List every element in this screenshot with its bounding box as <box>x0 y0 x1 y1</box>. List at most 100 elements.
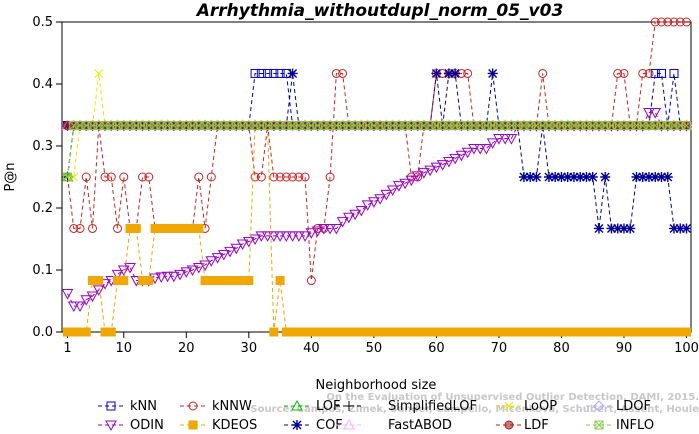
data-point <box>106 327 116 337</box>
series-line-lof <box>67 125 687 178</box>
legend-label: COF <box>316 418 343 433</box>
data-point <box>92 285 105 296</box>
legend-swatch-marker <box>106 401 116 411</box>
data-point <box>61 289 74 300</box>
x-axis-label: Neighborhood size <box>316 378 437 393</box>
legend-item-kdeos: KDEOS <box>180 418 257 433</box>
legend-swatch-marker <box>504 420 514 430</box>
data-point <box>269 68 279 78</box>
x-tick-label: 10 <box>115 341 132 356</box>
data-point <box>562 172 573 182</box>
legend-label: ODIN <box>130 418 164 433</box>
watermark-line-1: On the Evaluation of Unsupervised Outlie… <box>326 392 699 403</box>
data-point <box>263 68 273 78</box>
data-point <box>269 327 279 337</box>
legend-item-inflo: INFLO <box>586 418 654 433</box>
data-point <box>275 172 285 182</box>
data-point <box>643 172 654 182</box>
data-point <box>94 69 104 78</box>
legend-swatch-marker <box>504 401 514 411</box>
y-tick-label: 0.2 <box>32 201 53 216</box>
data-point <box>67 301 80 312</box>
data-point <box>244 276 254 286</box>
data-point <box>281 172 291 182</box>
series-kdeos <box>63 121 691 337</box>
data-point <box>675 223 686 234</box>
data-point <box>587 172 598 182</box>
data-point <box>568 172 579 182</box>
data-point <box>217 250 230 261</box>
legend-swatch-marker <box>593 400 605 412</box>
data-point <box>606 223 617 234</box>
legend-item-loop: LoOP <box>496 399 557 414</box>
legend-item-ldof: LDOF <box>586 399 651 414</box>
watermark: On the Evaluation of Unsupervised Outlie… <box>250 392 699 415</box>
data-point <box>167 271 180 283</box>
data-point <box>682 121 691 131</box>
data-point <box>525 172 536 182</box>
data-point <box>430 162 443 174</box>
data-point <box>593 223 604 234</box>
data-point <box>682 17 691 27</box>
data-point <box>681 223 692 234</box>
data-point <box>518 172 529 182</box>
data-point <box>294 172 304 182</box>
data-point <box>288 172 298 182</box>
data-point <box>418 168 430 179</box>
data-point <box>63 172 72 182</box>
data-point <box>242 236 255 248</box>
series-line-odin <box>67 112 687 307</box>
data-point <box>656 68 666 78</box>
data-point <box>450 68 461 79</box>
data-point <box>113 223 123 233</box>
legend-label: LDF <box>524 418 549 433</box>
data-point <box>80 295 93 306</box>
data-point <box>249 234 261 246</box>
data-point <box>499 134 512 145</box>
data-point <box>682 327 691 337</box>
series-knn <box>63 68 691 131</box>
data-point <box>69 223 79 233</box>
y-tick-label: 0.3 <box>32 139 53 154</box>
data-point <box>224 246 236 258</box>
data-point <box>612 223 623 234</box>
data-point <box>455 150 468 162</box>
data-point <box>669 17 679 27</box>
data-point <box>474 143 487 155</box>
data-point <box>300 172 310 182</box>
legend-item-cof: COF <box>284 418 343 433</box>
legend-item-lof: LOF <box>284 399 341 414</box>
data-point <box>393 181 405 192</box>
data-point <box>637 172 648 182</box>
data-point <box>643 108 655 119</box>
data-point <box>206 172 216 182</box>
data-point <box>380 189 393 201</box>
data-point <box>194 223 204 233</box>
data-point <box>194 172 204 182</box>
data-point <box>650 172 661 182</box>
y-tick-label: 0.5 <box>32 15 53 30</box>
data-point <box>581 172 592 182</box>
data-point <box>74 301 86 312</box>
legend-swatch-marker <box>291 399 303 411</box>
data-point <box>119 172 129 182</box>
data-point <box>199 260 211 272</box>
data-point <box>287 68 298 79</box>
data-point <box>119 276 129 286</box>
data-point <box>230 243 243 255</box>
data-point <box>600 172 611 182</box>
data-point <box>261 231 274 242</box>
data-point <box>180 267 193 278</box>
data-point <box>543 172 554 182</box>
data-point <box>269 172 279 182</box>
legend-label: SimplifiedLOF <box>388 399 477 414</box>
data-point <box>625 223 636 234</box>
legend-swatch-marker <box>188 420 198 430</box>
legend-label: FastABOD <box>388 418 452 433</box>
data-point <box>75 223 85 233</box>
data-point <box>480 143 493 155</box>
data-point <box>669 68 679 78</box>
data-point <box>361 200 374 211</box>
data-point <box>556 172 567 182</box>
data-point <box>124 263 136 274</box>
